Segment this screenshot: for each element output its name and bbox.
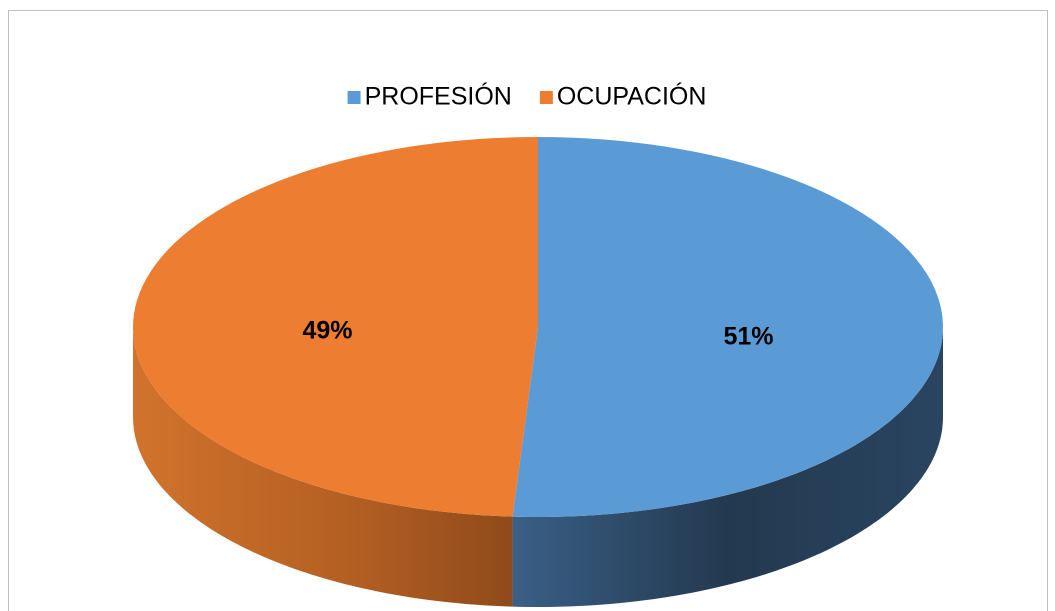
slice-side xyxy=(133,327,513,607)
legend-item: PROFESIÓN xyxy=(347,82,512,111)
plot: 51% 49% xyxy=(133,137,943,607)
value-label: 51% xyxy=(723,323,773,351)
value-label: 49% xyxy=(302,317,352,345)
legend-text: OCUPACIÓN xyxy=(557,82,707,111)
legend-text: PROFESIÓN xyxy=(365,82,512,111)
legend-swatch xyxy=(347,91,361,104)
slice xyxy=(512,137,943,517)
slice-side xyxy=(512,327,943,607)
legend-item: OCUPACIÓN xyxy=(539,82,707,111)
legend: PROFESIÓN OCUPACIÓN xyxy=(347,82,707,111)
slice xyxy=(133,137,538,517)
legend-swatch xyxy=(539,91,553,104)
